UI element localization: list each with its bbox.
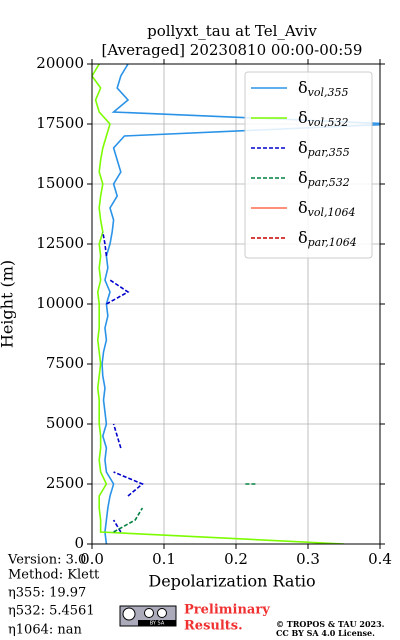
data-line bbox=[102, 231, 144, 533]
plot-frame bbox=[91, 63, 381, 545]
y-tick-label: 15000 bbox=[36, 174, 84, 192]
y-tick-label: 20000 bbox=[36, 54, 84, 72]
preliminary: Preliminary bbox=[184, 603, 270, 618]
legend: δvol,355 δvol,532 δpar,355 δpar,532 δvol,106… bbox=[244, 71, 373, 259]
y-tick-label: 5000 bbox=[46, 414, 84, 432]
y-tick-label: 2500 bbox=[46, 474, 84, 492]
y-tick-label: 17500 bbox=[36, 114, 84, 132]
y-tick-label: 10000 bbox=[36, 294, 84, 312]
x-tick-label: 0.1 bbox=[152, 550, 176, 568]
info-line: Method: Klett bbox=[8, 568, 100, 583]
preliminary: Results. bbox=[184, 619, 243, 634]
legend-label: δvol,1064 bbox=[298, 198, 356, 220]
badge-icon bbox=[157, 608, 167, 618]
chart-title: pollyxt_tau at Tel_Aviv bbox=[147, 22, 317, 40]
y-tick-label: 7500 bbox=[46, 354, 84, 372]
y-tick-label: 12500 bbox=[36, 234, 84, 252]
info: Version: 3.0 Method: Klett η355: 19.97 η… bbox=[7, 553, 100, 638]
x-tick-label: 0.0 bbox=[80, 550, 104, 568]
badge-icon bbox=[144, 608, 154, 618]
x-axis-label: Depolarization Ratio bbox=[148, 572, 315, 591]
info-line: η532: 5.4561 bbox=[8, 604, 95, 619]
info-line: η1064: nan bbox=[8, 623, 83, 638]
info-line: η355: 19.97 bbox=[8, 586, 86, 601]
x-tick-label: 0.4 bbox=[368, 550, 392, 568]
legend-label: δpar,532 bbox=[298, 168, 350, 190]
legend-label: δpar,1064 bbox=[298, 228, 357, 250]
info-line: Version: 3.0 bbox=[7, 553, 86, 568]
badge-icon bbox=[122, 607, 136, 621]
copyright: © TROPOS & TAU 2023. bbox=[276, 619, 385, 629]
badge-text: BY SA bbox=[150, 621, 165, 627]
y-axis-label: Height (m) bbox=[0, 260, 17, 348]
copyright: CC BY SA 4.0 License. bbox=[276, 628, 375, 638]
chart-subtitle: [Averaged] 20230810 00:00-00:59 bbox=[102, 41, 363, 59]
data-line bbox=[92, 64, 345, 544]
x-tick-label: 0.3 bbox=[296, 550, 320, 568]
y-tick-label: 0 bbox=[74, 534, 84, 552]
x-tick-label: 0.2 bbox=[224, 550, 248, 568]
legend-label: δpar,355 bbox=[298, 138, 350, 160]
legend-label: δvol,532 bbox=[298, 108, 349, 130]
license-badge: BY SA bbox=[119, 605, 177, 627]
legend-box bbox=[244, 71, 373, 259]
badge-strip bbox=[138, 620, 176, 626]
data-line bbox=[113, 483, 256, 533]
legend-label: δvol,355 bbox=[298, 78, 349, 100]
